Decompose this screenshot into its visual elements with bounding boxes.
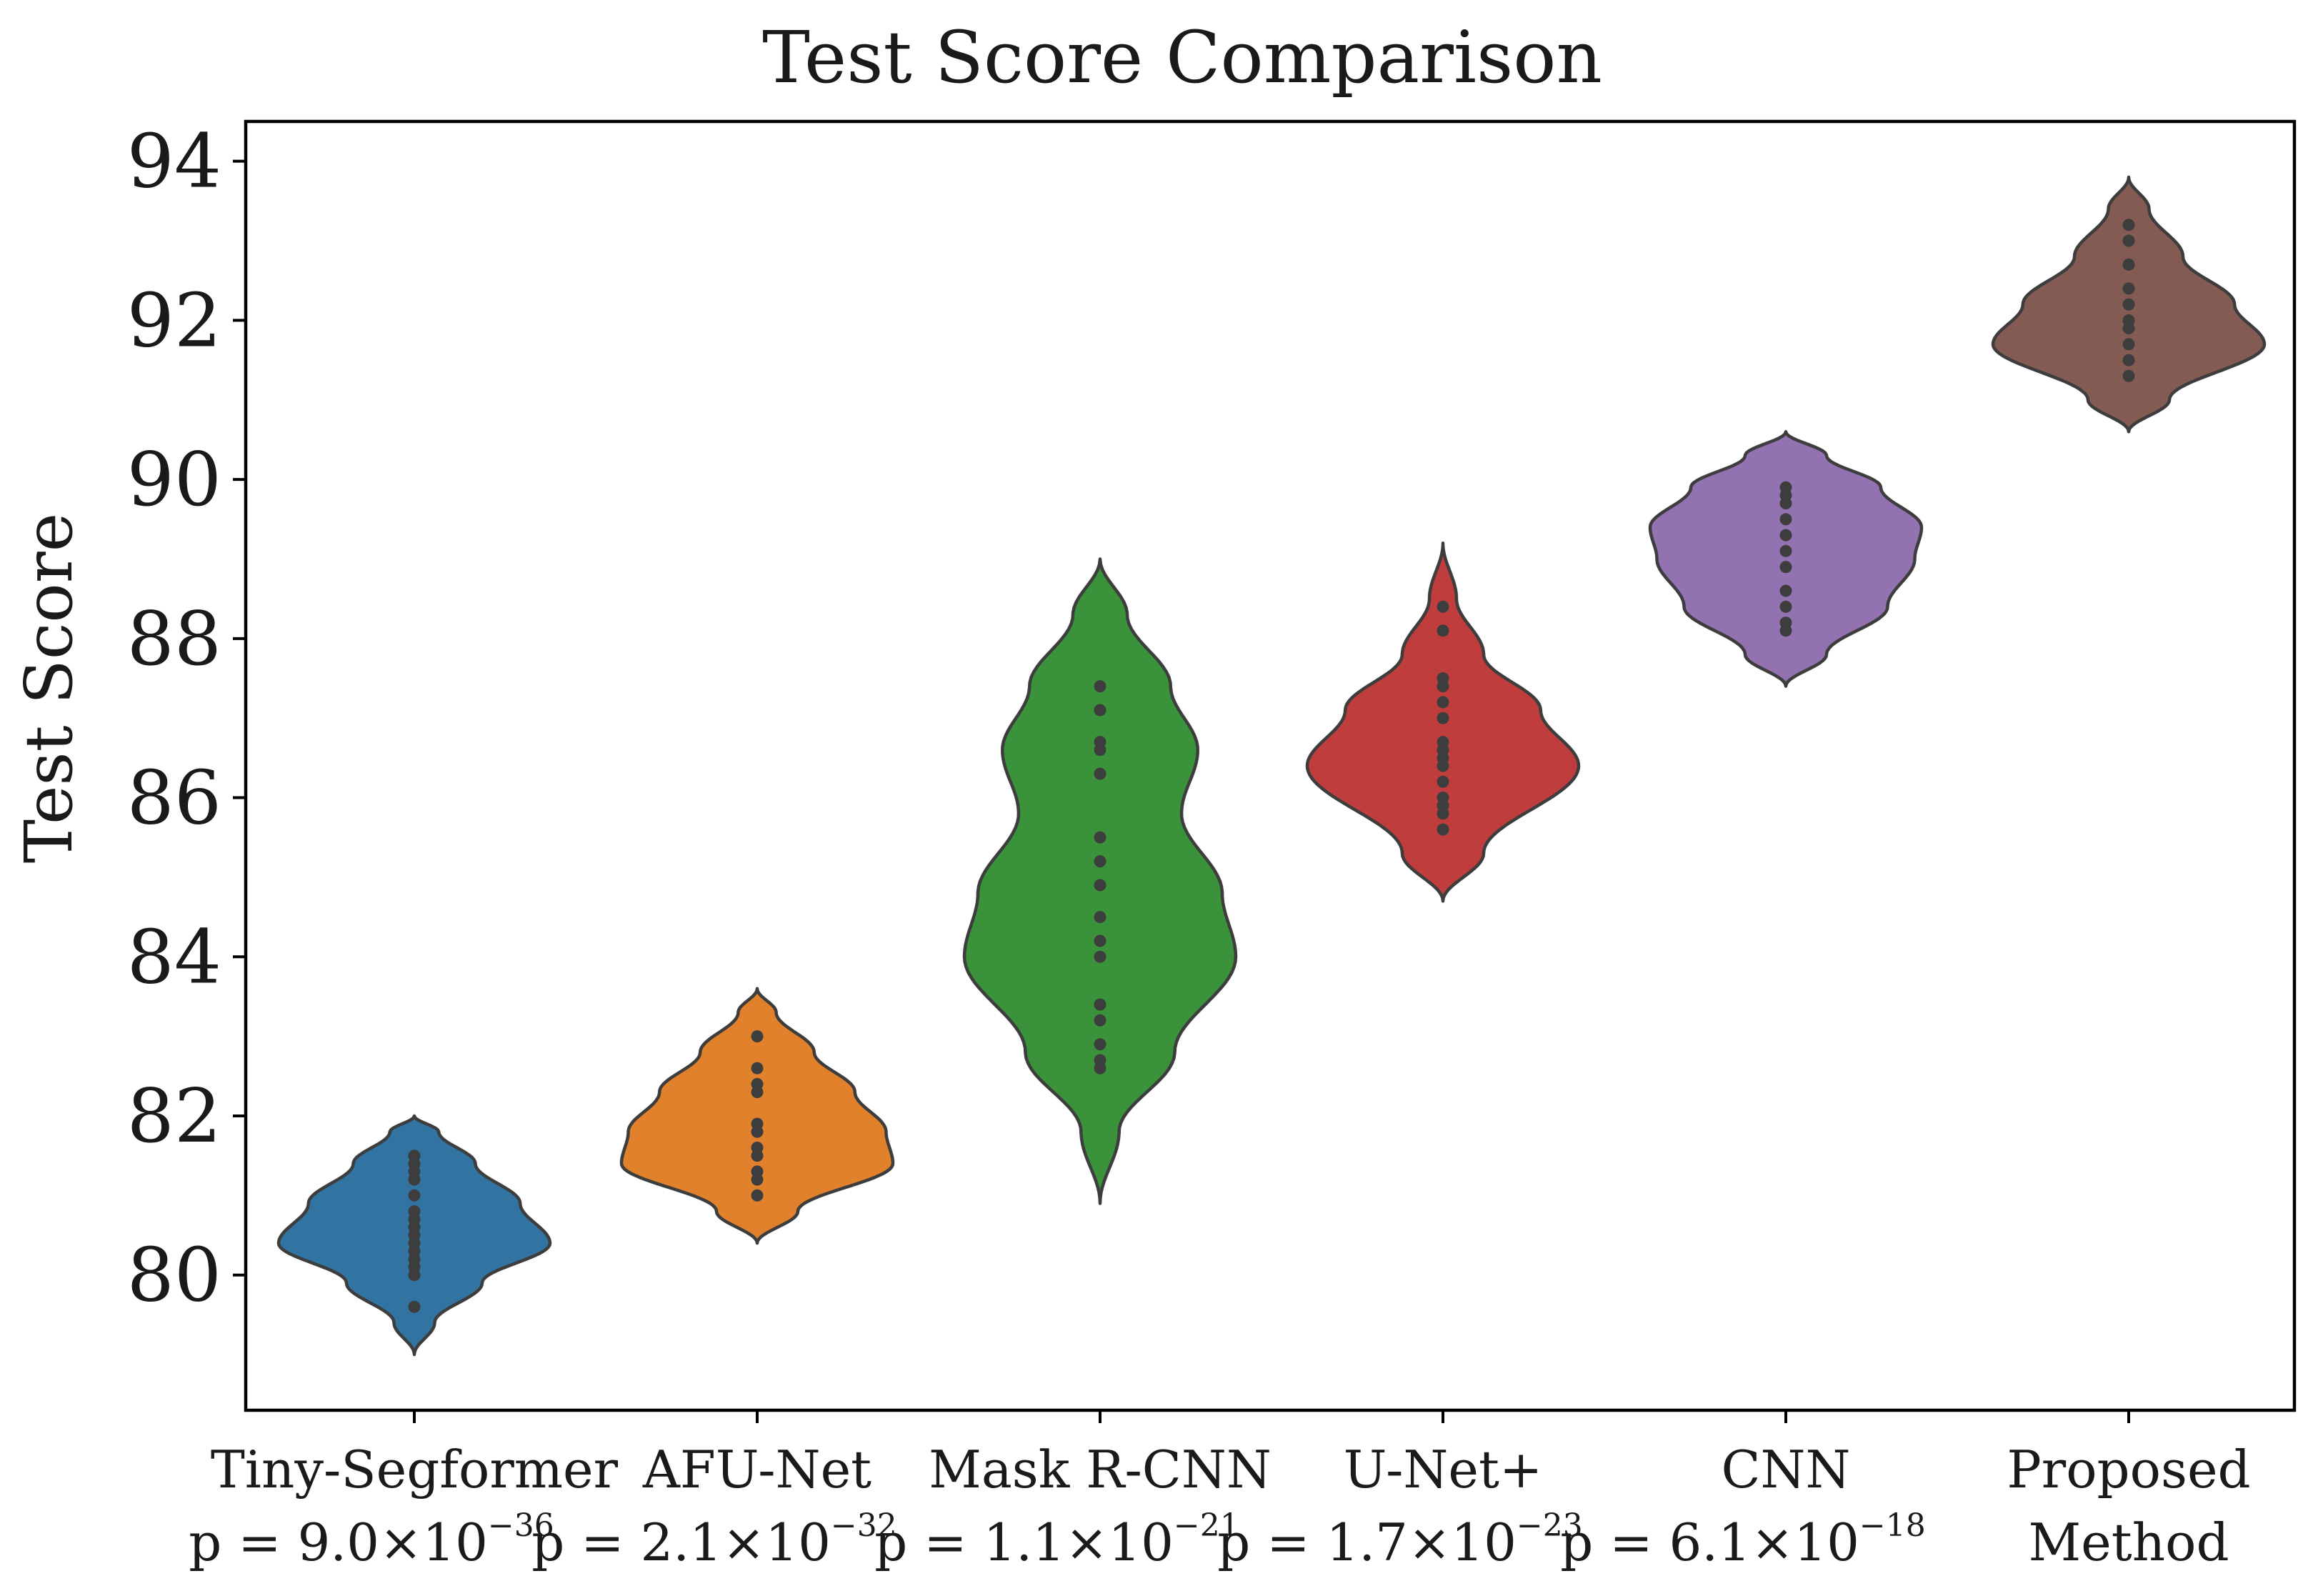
data-point bbox=[1094, 736, 1106, 749]
data-point bbox=[1094, 1038, 1106, 1051]
p-value-exponent: −23 bbox=[1517, 1507, 1583, 1544]
p-value-exponent: −21 bbox=[1174, 1507, 1240, 1544]
x-tick-label: Proposed bbox=[2007, 1440, 2250, 1500]
data-point bbox=[408, 1149, 421, 1162]
data-point bbox=[1779, 529, 1792, 542]
data-point bbox=[1094, 680, 1106, 693]
data-point bbox=[1094, 879, 1106, 892]
y-axis-ticks: 80 82 84 86 88 90 92 94 bbox=[127, 118, 246, 1319]
data-point bbox=[1779, 600, 1792, 613]
data-point bbox=[1437, 775, 1449, 788]
y-tick-label: 86 bbox=[127, 754, 221, 842]
data-point bbox=[2122, 282, 2135, 295]
violin-group bbox=[962, 557, 1238, 1205]
data-point bbox=[1779, 481, 1792, 494]
data-point bbox=[2122, 354, 2135, 366]
plot-frame bbox=[244, 119, 2297, 1412]
data-point bbox=[408, 1300, 421, 1313]
data-point bbox=[1094, 831, 1106, 844]
violin-group bbox=[1305, 541, 1581, 903]
data-point bbox=[2122, 314, 2135, 326]
violin-body bbox=[619, 987, 895, 1245]
y-tick-label: 84 bbox=[127, 913, 221, 1000]
x-tick-label: CNN bbox=[1721, 1440, 1850, 1500]
y-tick-label: 88 bbox=[127, 595, 221, 682]
y-tick-label: 90 bbox=[127, 436, 221, 523]
x-tick-label: U-Net+ bbox=[1344, 1440, 1543, 1500]
data-point bbox=[1437, 696, 1449, 709]
data-point bbox=[1437, 672, 1449, 684]
x-tick-label-line2: Method bbox=[2028, 1512, 2229, 1572]
data-point bbox=[1094, 950, 1106, 963]
y-axis-label: Test Score bbox=[11, 513, 87, 863]
p-value-label: p = 9.0×10−36 bbox=[189, 1507, 554, 1572]
data-point bbox=[1779, 513, 1792, 526]
data-point bbox=[1437, 823, 1449, 836]
x-tick-label: AFU-Net bbox=[642, 1440, 871, 1500]
data-point bbox=[1437, 792, 1449, 804]
p-value-exponent: −18 bbox=[1859, 1507, 1926, 1544]
chart-title: Test Score Comparison bbox=[762, 16, 1602, 99]
data-point bbox=[408, 1189, 421, 1202]
data-point bbox=[1437, 736, 1449, 749]
data-point bbox=[1779, 617, 1792, 629]
y-tick-label: 82 bbox=[127, 1072, 221, 1159]
data-point bbox=[751, 1062, 764, 1074]
data-point bbox=[751, 1165, 764, 1178]
violin-group bbox=[1648, 430, 1924, 688]
violin-group bbox=[276, 1114, 552, 1357]
data-point bbox=[1094, 934, 1106, 947]
violin-body bbox=[1648, 430, 1924, 688]
x-tick-label: Mask R-CNN bbox=[929, 1440, 1272, 1500]
data-point bbox=[1094, 998, 1106, 1011]
data-point bbox=[1779, 561, 1792, 574]
violin-group bbox=[619, 987, 895, 1245]
data-point bbox=[1094, 767, 1106, 780]
p-value-exponent: −36 bbox=[488, 1507, 554, 1544]
data-point bbox=[1437, 624, 1449, 637]
data-point bbox=[1779, 584, 1792, 597]
y-tick-label: 94 bbox=[127, 118, 221, 205]
data-point bbox=[2122, 369, 2135, 382]
data-point bbox=[1094, 1014, 1106, 1027]
x-tick-label: Tiny-Segformer bbox=[211, 1440, 619, 1500]
data-point bbox=[1094, 911, 1106, 924]
data-point bbox=[751, 1117, 764, 1130]
data-point bbox=[2122, 219, 2135, 231]
data-point bbox=[1779, 544, 1792, 557]
data-point bbox=[2122, 338, 2135, 351]
violins-layer bbox=[276, 175, 2267, 1357]
data-point bbox=[751, 1189, 764, 1202]
data-point bbox=[751, 1142, 764, 1154]
p-value-exponent: −32 bbox=[831, 1507, 897, 1544]
data-point bbox=[751, 1077, 764, 1090]
y-tick-label: 80 bbox=[127, 1232, 221, 1319]
data-point bbox=[1094, 1054, 1106, 1067]
data-point bbox=[1094, 704, 1106, 717]
y-tick-label: 92 bbox=[127, 276, 221, 364]
violin-group bbox=[1991, 175, 2267, 434]
data-point bbox=[408, 1205, 421, 1218]
data-point bbox=[1094, 855, 1106, 868]
data-point bbox=[2122, 234, 2135, 247]
data-point bbox=[751, 1030, 764, 1043]
data-point bbox=[2122, 298, 2135, 311]
data-point bbox=[1437, 600, 1449, 613]
data-point bbox=[2122, 258, 2135, 271]
data-point bbox=[1437, 712, 1449, 724]
